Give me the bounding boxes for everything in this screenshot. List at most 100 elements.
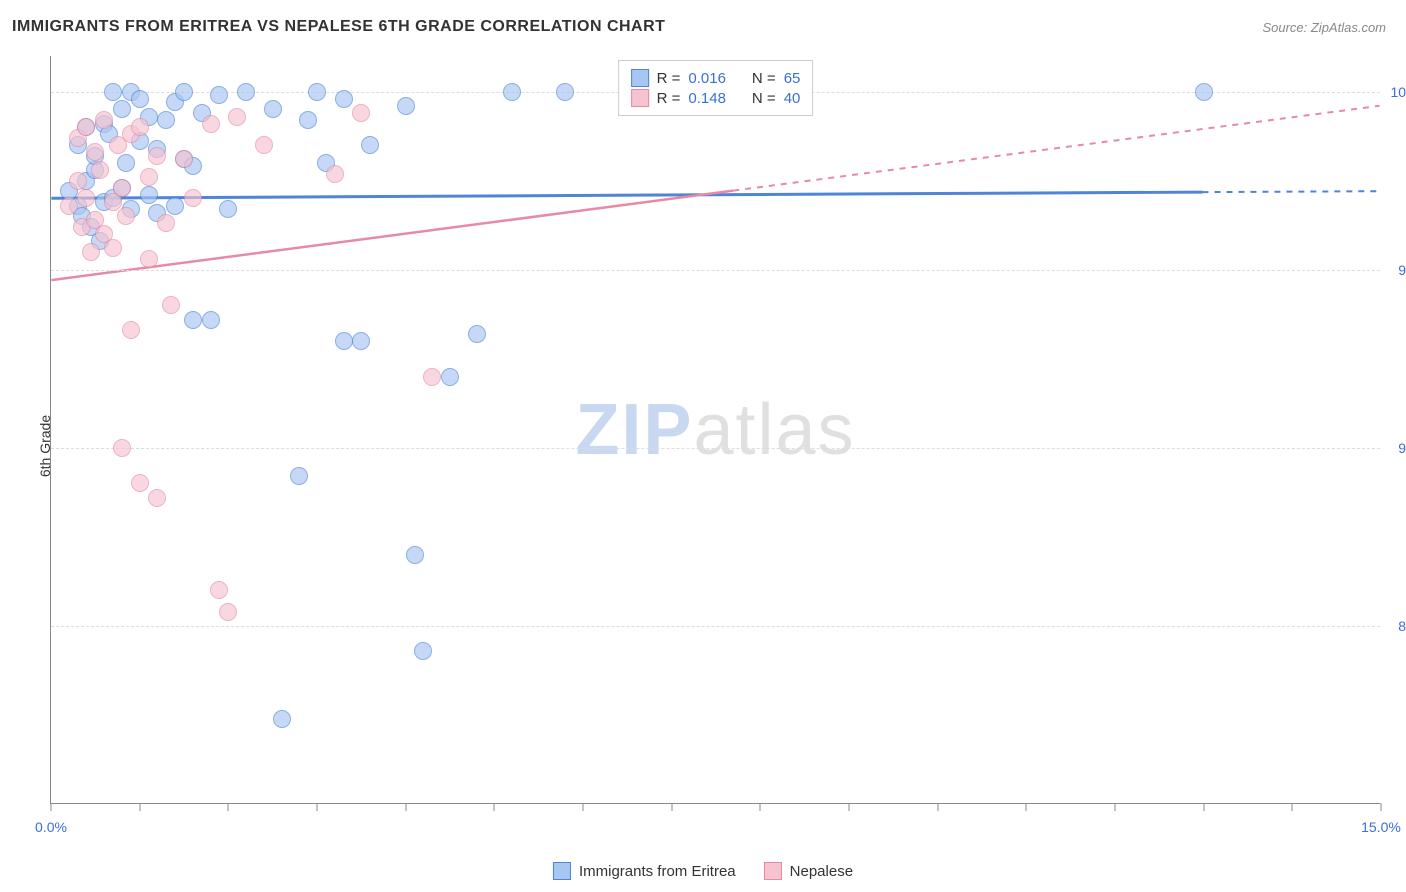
correlation-chart: IMMIGRANTS FROM ERITREA VS NEPALESE 6TH … bbox=[0, 0, 1406, 892]
data-point bbox=[86, 143, 104, 161]
xtick-mark bbox=[937, 803, 938, 811]
data-point bbox=[60, 197, 78, 215]
legend-item-eritrea: Immigrants from Eritrea bbox=[553, 862, 736, 880]
data-point bbox=[352, 104, 370, 122]
data-point bbox=[468, 325, 486, 343]
data-point bbox=[166, 197, 184, 215]
data-point bbox=[503, 83, 521, 101]
xtick-label-max: 15.0% bbox=[1361, 819, 1401, 835]
swatch-pink-icon bbox=[764, 862, 782, 880]
data-point bbox=[140, 186, 158, 204]
data-point bbox=[122, 321, 140, 339]
data-point bbox=[77, 189, 95, 207]
xtick-mark bbox=[849, 803, 850, 811]
data-point bbox=[157, 111, 175, 129]
ytick-label: 100.0% bbox=[1388, 84, 1406, 100]
data-point bbox=[184, 189, 202, 207]
xtick-mark bbox=[494, 803, 495, 811]
legend-stats-row-2: R = 0.148 N = 40 bbox=[631, 89, 801, 107]
data-point bbox=[1195, 83, 1213, 101]
n-value-2: 40 bbox=[784, 90, 801, 107]
trend-line-dashed bbox=[733, 106, 1379, 191]
data-point bbox=[140, 250, 158, 268]
data-point bbox=[77, 118, 95, 136]
data-point bbox=[273, 710, 291, 728]
data-point bbox=[202, 311, 220, 329]
gridline-h bbox=[51, 448, 1380, 449]
data-point bbox=[184, 311, 202, 329]
data-point bbox=[117, 207, 135, 225]
legend-stats: R = 0.016 N = 65 R = 0.148 N = 40 bbox=[618, 60, 814, 116]
xtick-mark bbox=[228, 803, 229, 811]
swatch-blue-icon bbox=[631, 69, 649, 87]
data-point bbox=[131, 118, 149, 136]
n-label-2: N = bbox=[752, 90, 776, 107]
data-point bbox=[175, 83, 193, 101]
data-point bbox=[556, 83, 574, 101]
data-point bbox=[290, 467, 308, 485]
data-point bbox=[228, 108, 246, 126]
ytick-label: 90.0% bbox=[1388, 440, 1406, 456]
data-point bbox=[237, 83, 255, 101]
data-point bbox=[397, 97, 415, 115]
data-point bbox=[82, 243, 100, 261]
data-point bbox=[140, 168, 158, 186]
data-point bbox=[210, 581, 228, 599]
data-point bbox=[255, 136, 273, 154]
data-point bbox=[210, 86, 228, 104]
xtick-mark bbox=[1381, 803, 1382, 811]
xtick-mark bbox=[760, 803, 761, 811]
xtick-mark bbox=[317, 803, 318, 811]
ytick-label: 85.0% bbox=[1388, 618, 1406, 634]
data-point bbox=[326, 165, 344, 183]
trend-lines bbox=[51, 56, 1380, 803]
n-label: N = bbox=[752, 70, 776, 87]
n-value-1: 65 bbox=[784, 70, 801, 87]
data-point bbox=[148, 489, 166, 507]
r-value-2: 0.148 bbox=[688, 90, 726, 107]
xtick-mark bbox=[51, 803, 52, 811]
xtick-mark bbox=[1292, 803, 1293, 811]
data-point bbox=[117, 154, 135, 172]
xtick-mark bbox=[671, 803, 672, 811]
data-point bbox=[131, 90, 149, 108]
swatch-blue-icon bbox=[553, 862, 571, 880]
chart-title: IMMIGRANTS FROM ERITREA VS NEPALESE 6TH … bbox=[12, 18, 665, 36]
source-attribution: Source: ZipAtlas.com bbox=[1262, 20, 1386, 35]
legend-label-1: Immigrants from Eritrea bbox=[579, 863, 736, 880]
data-point bbox=[308, 83, 326, 101]
gridline-h bbox=[51, 270, 1380, 271]
xtick-mark bbox=[139, 803, 140, 811]
legend-label-2: Nepalese bbox=[790, 863, 853, 880]
legend-stats-row-1: R = 0.016 N = 65 bbox=[631, 69, 801, 87]
legend-item-nepalese: Nepalese bbox=[764, 862, 853, 880]
data-point bbox=[202, 115, 220, 133]
data-point bbox=[219, 200, 237, 218]
data-point bbox=[219, 603, 237, 621]
data-point bbox=[335, 332, 353, 350]
data-point bbox=[406, 546, 424, 564]
data-point bbox=[131, 474, 149, 492]
data-point bbox=[95, 111, 113, 129]
data-point bbox=[299, 111, 317, 129]
data-point bbox=[361, 136, 379, 154]
data-point bbox=[148, 147, 166, 165]
trend-line-solid bbox=[51, 192, 1202, 198]
xtick-mark bbox=[1026, 803, 1027, 811]
data-point bbox=[113, 439, 131, 457]
data-point bbox=[441, 368, 459, 386]
data-point bbox=[162, 296, 180, 314]
data-point bbox=[104, 83, 122, 101]
legend-series: Immigrants from Eritrea Nepalese bbox=[553, 862, 853, 880]
data-point bbox=[113, 100, 131, 118]
xtick-mark bbox=[583, 803, 584, 811]
data-point bbox=[157, 214, 175, 232]
watermark-atlas: atlas bbox=[693, 390, 855, 470]
data-point bbox=[113, 179, 131, 197]
gridline-h bbox=[51, 626, 1380, 627]
r-value-1: 0.016 bbox=[688, 70, 726, 87]
data-point bbox=[69, 172, 87, 190]
swatch-pink-icon bbox=[631, 89, 649, 107]
data-point bbox=[91, 161, 109, 179]
watermark-zip: ZIP bbox=[575, 390, 693, 470]
